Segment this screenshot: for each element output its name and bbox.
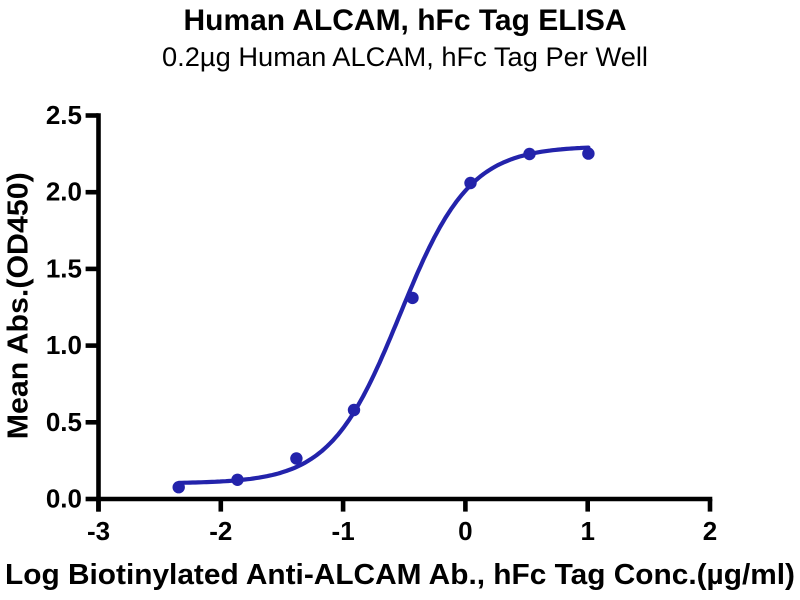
- svg-text:-1: -1: [332, 516, 355, 546]
- svg-text:2: 2: [703, 516, 717, 546]
- svg-text:0.5: 0.5: [46, 407, 82, 437]
- svg-text:1.0: 1.0: [46, 330, 82, 360]
- svg-text:0.0: 0.0: [46, 484, 82, 514]
- svg-text:2.5: 2.5: [46, 100, 82, 130]
- svg-text:Log Biotinylated Anti-ALCAM Ab: Log Biotinylated Anti-ALCAM Ab., hFc Tag…: [5, 559, 795, 591]
- svg-text:1.5: 1.5: [46, 253, 82, 283]
- svg-text:0.2µg Human ALCAM, hFc Tag Per: 0.2µg Human ALCAM, hFc Tag Per Well: [162, 42, 648, 72]
- svg-text:-2: -2: [209, 516, 232, 546]
- svg-text:Mean Abs.(OD450): Mean Abs.(OD450): [3, 172, 35, 439]
- svg-text:Human ALCAM, hFc Tag ELISA: Human ALCAM, hFc Tag ELISA: [184, 4, 627, 37]
- svg-text:0: 0: [458, 516, 472, 546]
- svg-text:1: 1: [580, 516, 594, 546]
- svg-text:-3: -3: [87, 516, 110, 546]
- svg-text:2.0: 2.0: [46, 177, 82, 207]
